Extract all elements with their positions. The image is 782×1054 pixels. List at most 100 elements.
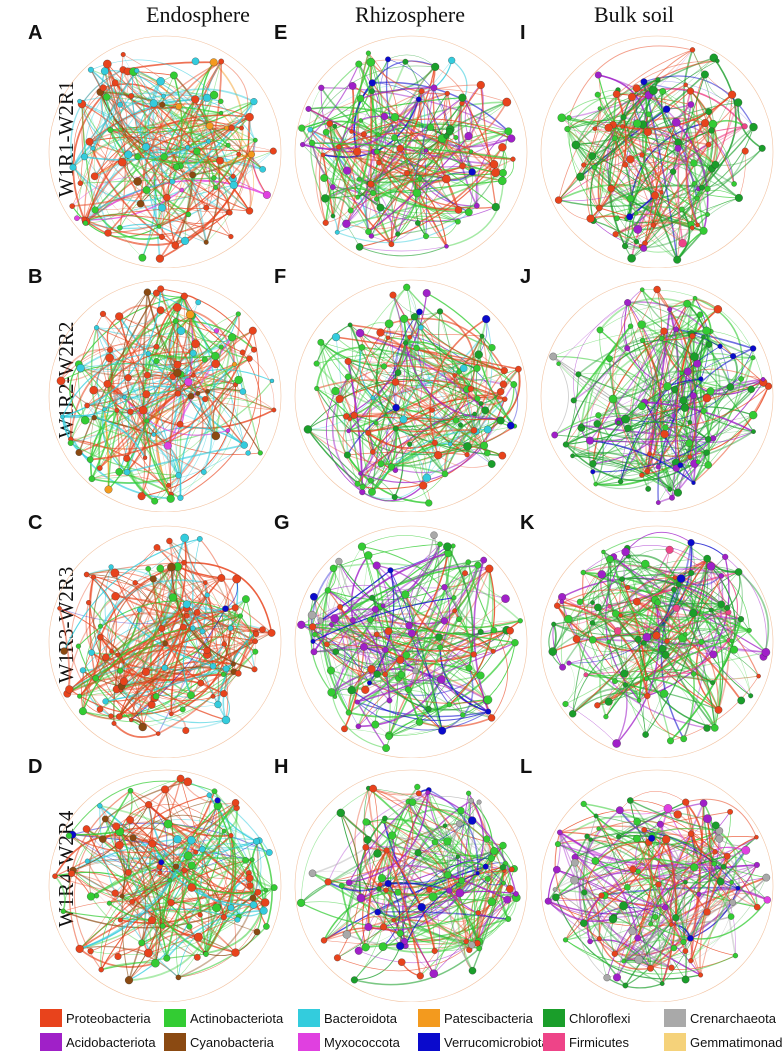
network-node [734, 568, 743, 576]
network-edge [650, 899, 768, 940]
network-node [487, 460, 496, 468]
network-edge [320, 342, 479, 377]
network-node [689, 333, 696, 340]
network-edge [386, 849, 488, 881]
network-node [211, 359, 221, 369]
network-node [116, 713, 123, 720]
network-edges [307, 286, 521, 504]
network-edge [131, 879, 170, 903]
legend-label: Gemmatimonadota [690, 1034, 782, 1050]
network-node [412, 667, 419, 675]
network-edge [85, 213, 160, 228]
network-node [179, 706, 186, 713]
network-edge [205, 794, 236, 955]
network-node [472, 411, 477, 417]
network-edge [572, 636, 648, 715]
network-edge [710, 609, 724, 711]
network-edge [116, 688, 224, 694]
network-edge [331, 376, 363, 493]
network-edge [547, 836, 588, 902]
network-edge [323, 927, 401, 942]
network-edge [232, 150, 274, 179]
network-edge [572, 325, 632, 401]
network-edge [217, 860, 246, 908]
network-edge [395, 388, 472, 432]
network-edge [103, 385, 206, 411]
network-edge [120, 679, 201, 692]
legend-swatch [298, 1009, 320, 1027]
network-edge [434, 863, 506, 952]
network-node [648, 921, 654, 927]
network-node [235, 670, 242, 677]
network-node [155, 731, 161, 736]
network-edge [648, 57, 714, 115]
network-edge [592, 378, 701, 472]
network-node [612, 135, 618, 142]
network-edge [300, 843, 504, 904]
network-node [728, 90, 737, 99]
network-edge [693, 330, 714, 397]
network-edge [605, 648, 663, 718]
network-edge [312, 626, 489, 701]
network-edge [116, 410, 204, 473]
network-node [175, 103, 183, 110]
network-edge [644, 144, 710, 244]
network-node [590, 469, 596, 475]
network-node [588, 636, 597, 644]
network-edge [620, 577, 675, 616]
network-node [515, 365, 522, 373]
network-edge [695, 74, 710, 145]
network-edge [127, 71, 198, 152]
network-node [686, 87, 695, 95]
network-edge [466, 368, 520, 456]
network-node [438, 726, 447, 735]
network-edge [414, 93, 448, 224]
network-edge [69, 666, 165, 690]
legend-item-cyanobacteria: Cyanobacteria [164, 1032, 274, 1052]
network-edge [233, 140, 256, 186]
network-nodes [69, 52, 277, 263]
network-node [489, 160, 499, 169]
network-edge [619, 791, 686, 811]
network-node [660, 429, 669, 439]
network-node [624, 299, 632, 307]
network-node [689, 47, 696, 53]
network-edge [309, 120, 379, 136]
network-node [620, 114, 627, 121]
network-node [324, 587, 332, 594]
network-node [380, 112, 389, 121]
network-edge [179, 297, 187, 425]
network-edge [675, 198, 698, 260]
network-edge [371, 222, 419, 241]
network-edge [376, 101, 508, 160]
network-node [249, 857, 255, 863]
network-edge [354, 945, 401, 981]
network-edge [427, 791, 517, 895]
network-edge [62, 414, 146, 459]
network-node [166, 537, 173, 545]
network-edge [561, 97, 649, 119]
network-node [75, 449, 83, 456]
network-edge [383, 796, 472, 822]
network-node [491, 202, 500, 212]
network-node [482, 315, 491, 324]
network-node [394, 369, 402, 376]
network-node [240, 441, 248, 449]
network-node [359, 489, 366, 496]
network-nodes [549, 285, 773, 505]
network-node [400, 314, 409, 323]
network-node [187, 861, 196, 870]
network-edge [362, 294, 423, 493]
network-edge [692, 336, 705, 412]
network-node [587, 938, 593, 945]
network-node [232, 361, 237, 367]
network-node [637, 320, 646, 329]
network-node [661, 651, 670, 659]
network-edge [595, 462, 677, 490]
network-edge [565, 421, 619, 446]
network-node [343, 166, 352, 175]
network-node [111, 889, 119, 897]
network-node [203, 239, 209, 245]
network-node [499, 841, 507, 850]
network-node [120, 52, 126, 57]
